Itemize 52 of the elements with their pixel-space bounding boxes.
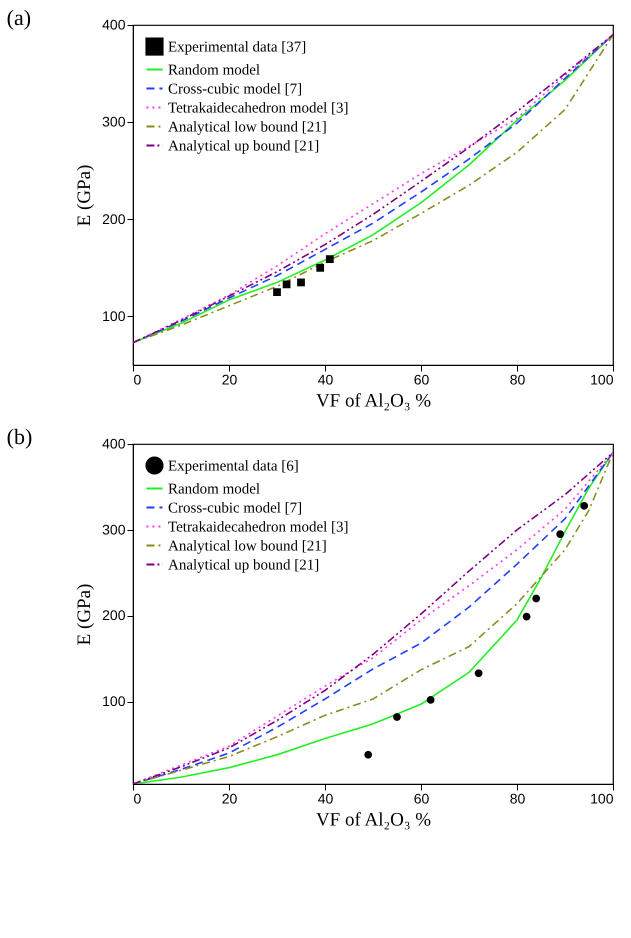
x-tick-label: 80 xyxy=(510,372,526,388)
y-tick-label: 300 xyxy=(102,521,126,538)
point xyxy=(364,750,372,759)
point xyxy=(580,502,588,510)
point xyxy=(556,530,564,538)
point xyxy=(273,288,281,296)
y-tick-label: 200 xyxy=(102,210,126,227)
y-tick-label: 300 xyxy=(102,114,126,130)
point xyxy=(532,594,540,602)
y-tick-label: 100 xyxy=(102,308,126,324)
point xyxy=(522,612,530,620)
y-tick-label: 400 xyxy=(102,436,126,452)
point xyxy=(474,669,482,678)
point xyxy=(393,713,401,721)
legend-label: Tetrakaidecahedron model [3] xyxy=(168,520,349,536)
x-axis-title: VF of Al₂O₃ % xyxy=(316,810,432,830)
legend-label: Analytical low bound [21] xyxy=(168,120,327,136)
legend-label: Experimental data [37] xyxy=(168,40,306,56)
chart-title: (a) xyxy=(6,5,32,30)
x-tick-label: 0 xyxy=(134,372,142,388)
x-tick-label: 40 xyxy=(318,372,334,388)
x-tick-label: 80 xyxy=(510,790,526,806)
x-tick-label: 20 xyxy=(222,372,238,388)
legend-label: Analytical up bound [21] xyxy=(168,558,320,574)
point xyxy=(297,278,305,286)
legend-label: Analytical low bound [21] xyxy=(168,538,327,554)
x-tick-label: 100 xyxy=(590,790,614,806)
chart-title: (b) xyxy=(6,424,32,449)
legend-label: Analytical up bound [21] xyxy=(168,138,320,154)
point xyxy=(426,696,434,704)
point xyxy=(326,255,334,263)
x-tick-label: 60 xyxy=(414,372,430,388)
x-tick-label: 40 xyxy=(318,790,334,806)
y-tick-label: 400 xyxy=(102,16,126,32)
legend-label: Cross-cubic model [7] xyxy=(168,82,302,98)
x-tick-label: 20 xyxy=(222,790,238,806)
legend-label: Tetrakaidecahedron model [3] xyxy=(168,100,349,116)
x-tick-label: 100 xyxy=(590,372,614,388)
y-axis-title: E (GPa) xyxy=(74,584,96,646)
y-axis-title: E (GPa) xyxy=(74,164,96,226)
legend-label: Random model xyxy=(168,62,260,78)
point xyxy=(282,280,290,288)
point xyxy=(316,264,324,272)
legend-label: Random model xyxy=(168,482,260,498)
x-tick-label: 0 xyxy=(134,790,142,806)
x-axis-title: VF of Al₂O₃ % xyxy=(316,390,432,412)
line-series xyxy=(133,34,613,344)
y-tick-label: 200 xyxy=(102,607,126,624)
legend-label: Cross-cubic model [7] xyxy=(168,500,302,516)
y-tick-label: 100 xyxy=(102,693,126,710)
x-tick-label: 60 xyxy=(414,790,430,806)
legend-label: Experimental data [6] xyxy=(168,458,299,474)
